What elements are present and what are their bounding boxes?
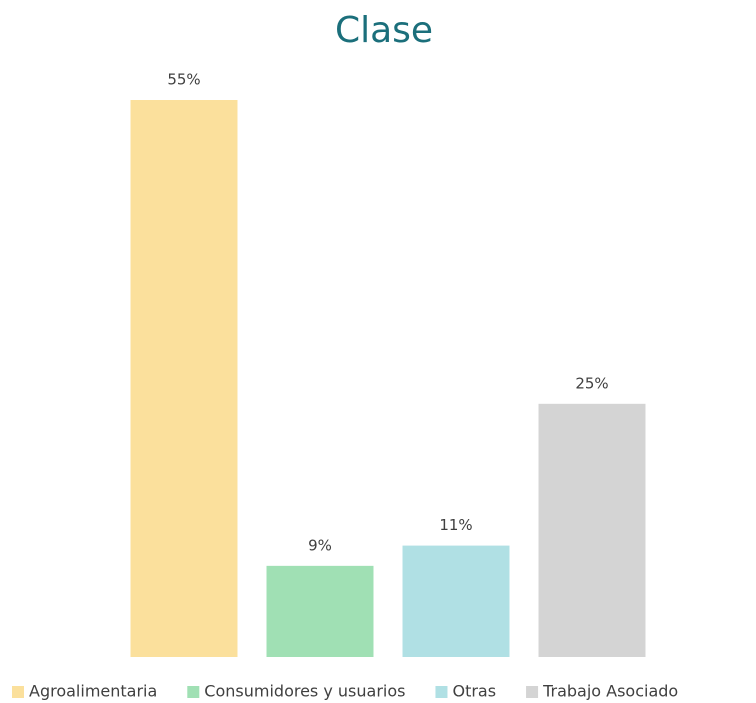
- data-label: 9%: [308, 536, 332, 554]
- legend-swatch: [12, 686, 24, 698]
- legend-swatch: [435, 686, 448, 698]
- data-label: 55%: [167, 71, 200, 89]
- bar: [266, 565, 374, 657]
- legend-swatch: [187, 686, 200, 698]
- legend-label: Otras: [452, 682, 496, 701]
- data-label: 25%: [575, 374, 608, 392]
- bar: [130, 100, 238, 657]
- legend-label: Agroalimentaria: [29, 682, 157, 701]
- chart-title: Clase: [335, 10, 433, 51]
- bar: [538, 403, 646, 657]
- legend-label: Consumidores y usuarios: [204, 682, 405, 701]
- legend-swatch: [526, 686, 539, 698]
- bar: [402, 545, 510, 657]
- legend-label: Trabajo Asociado: [542, 682, 678, 701]
- data-label: 11%: [439, 516, 472, 534]
